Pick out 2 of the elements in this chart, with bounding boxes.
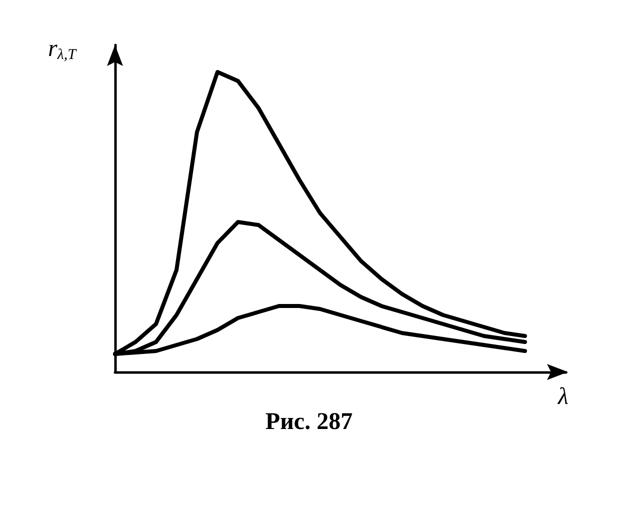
x-axis-title: λ [557, 384, 568, 410]
text: Рис. 287 [265, 409, 353, 435]
